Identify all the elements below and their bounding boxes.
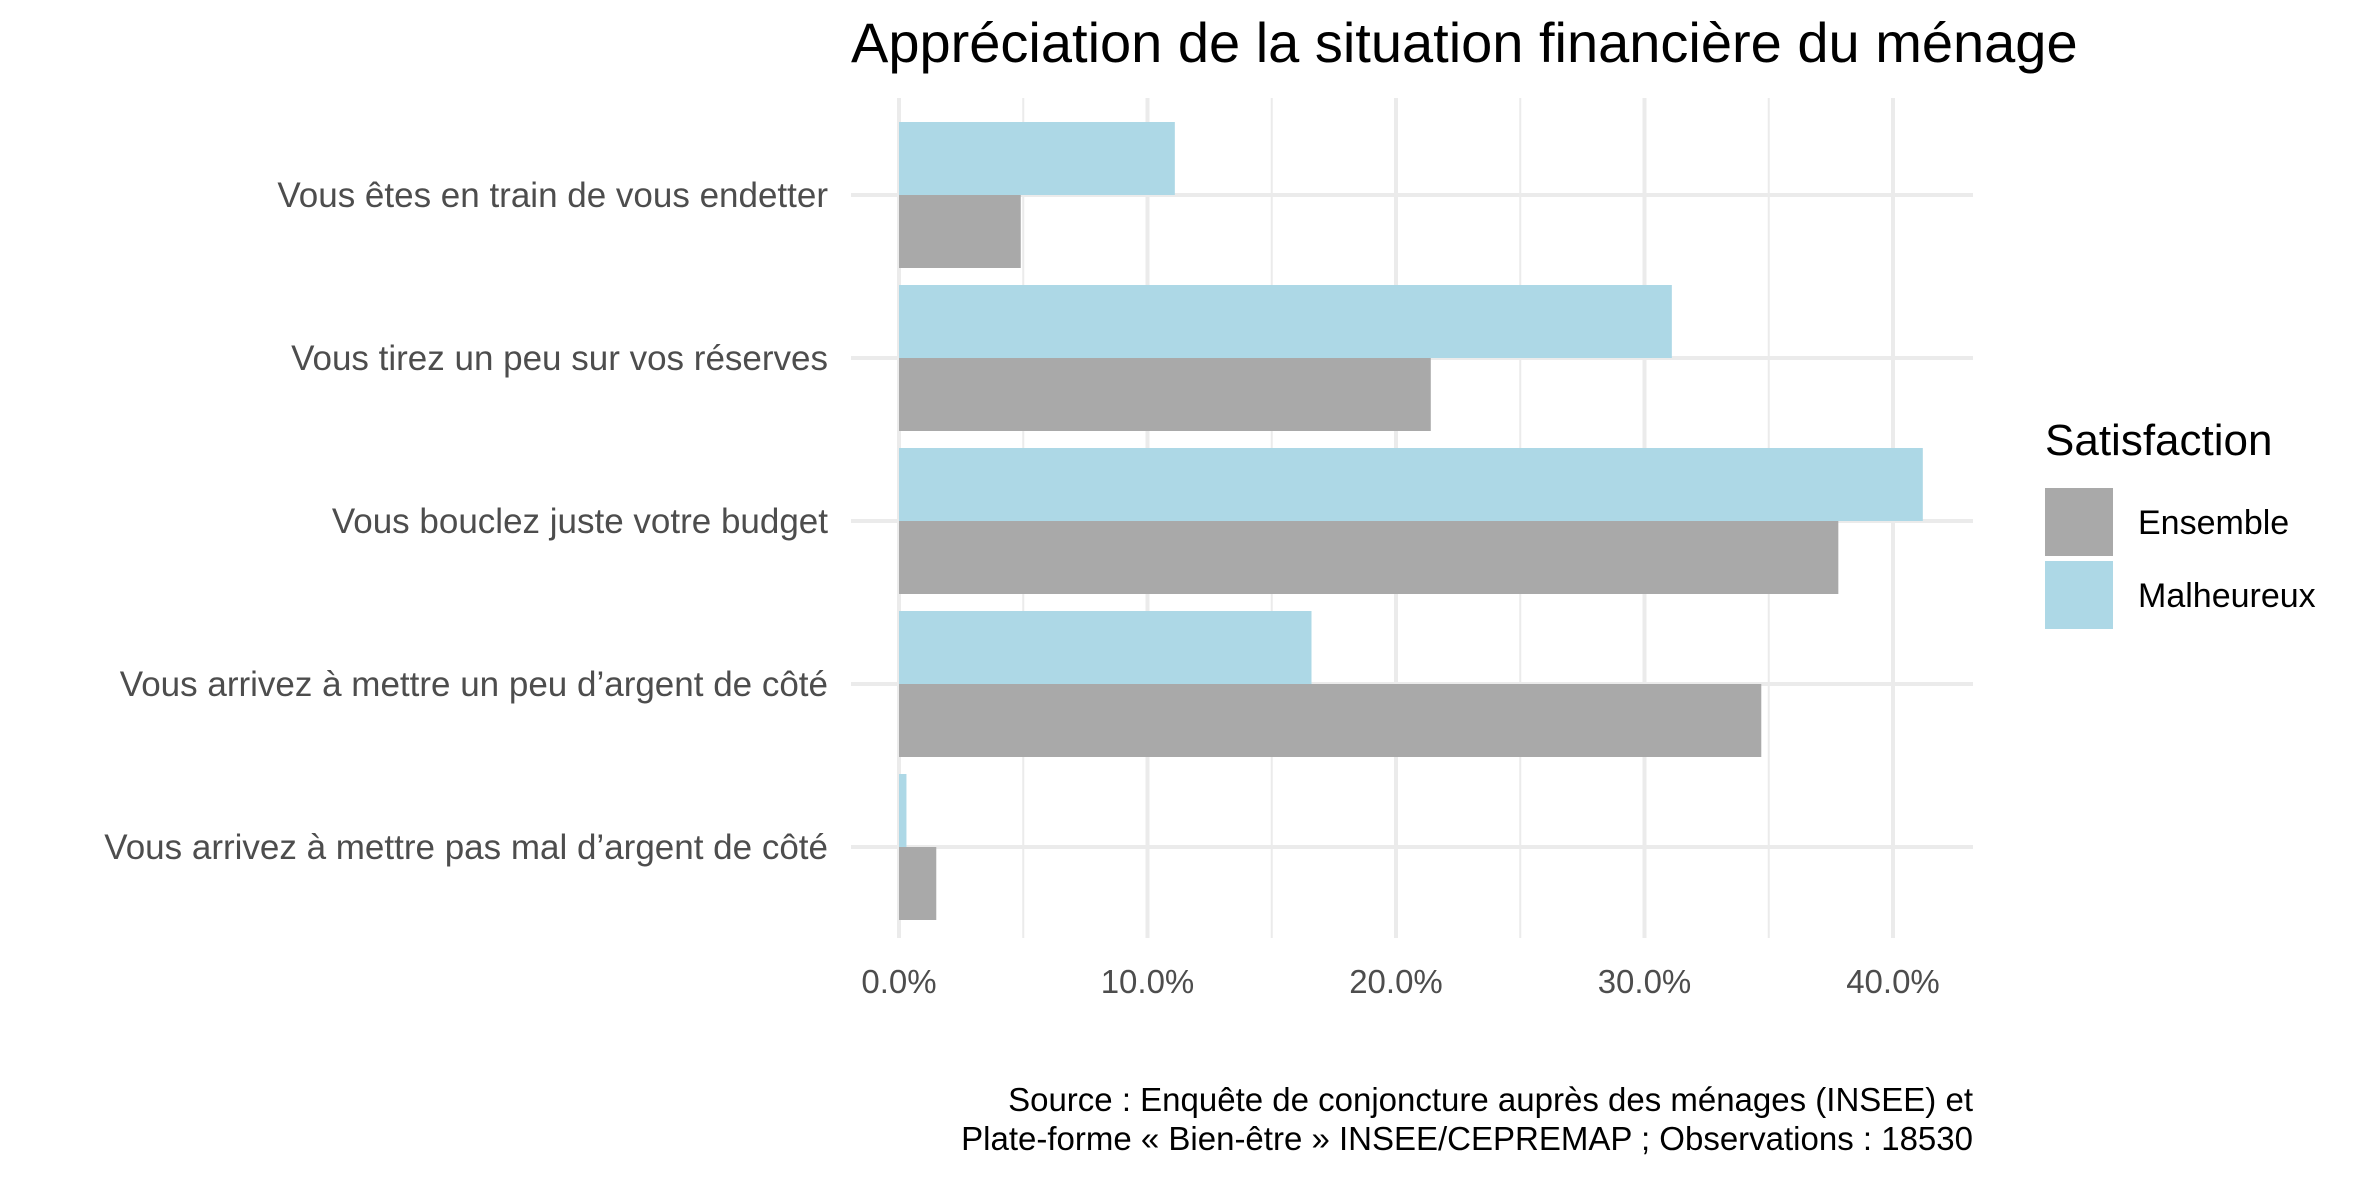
bar-ensemble [899, 521, 1839, 594]
category-label: Vous êtes en train de vous endetter [277, 176, 828, 215]
x-tick-label: 30.0% [1598, 963, 1692, 1000]
legend-key [2045, 488, 2113, 556]
category-label: Vous arrivez à mettre un peu d’argent de… [120, 665, 828, 704]
bar-malheureux [899, 122, 1175, 195]
bar-ensemble [899, 847, 937, 920]
x-axis-tick-labels: 0.0% 10.0% 20.0% 30.0% 40.0% [861, 963, 1939, 1000]
bar-malheureux [899, 285, 1672, 358]
category-label: Vous bouclez juste votre budget [332, 502, 828, 541]
bar-ensemble [899, 684, 1762, 757]
x-tick-label: 10.0% [1101, 963, 1195, 1000]
category-labels: Vous êtes en train de vous endetter Vous … [104, 176, 828, 867]
bar-ensemble [899, 195, 1021, 268]
legend-label: Malheureux [2138, 577, 2316, 615]
legend-title: Satisfaction [2045, 416, 2272, 465]
legend-label: Ensemble [2138, 504, 2289, 542]
caption-line: Plate-forme « Bien-être » INSEE/CEPREMAP… [961, 1120, 1973, 1157]
x-tick-label: 40.0% [1846, 963, 1940, 1000]
bar-malheureux [899, 448, 1923, 521]
bar-malheureux [899, 774, 907, 847]
chart-title: Appréciation de la situation financière … [851, 11, 2078, 74]
caption-line: Source : Enquête de conjoncture auprès d… [1008, 1081, 1973, 1118]
caption: Source : Enquête de conjoncture auprès d… [961, 1081, 1973, 1157]
bars [899, 122, 1923, 920]
category-label: Vous arrivez à mettre pas mal d’argent d… [104, 828, 828, 867]
bar-malheureux [899, 611, 1312, 684]
category-label: Vous tirez un peu sur vos réserves [291, 339, 828, 378]
legend-key [2045, 561, 2113, 629]
legend: Satisfaction Ensemble Malheureux [2045, 416, 2316, 629]
x-tick-label: 20.0% [1349, 963, 1443, 1000]
bar-ensemble [899, 358, 1431, 431]
x-tick-label: 0.0% [861, 963, 936, 1000]
